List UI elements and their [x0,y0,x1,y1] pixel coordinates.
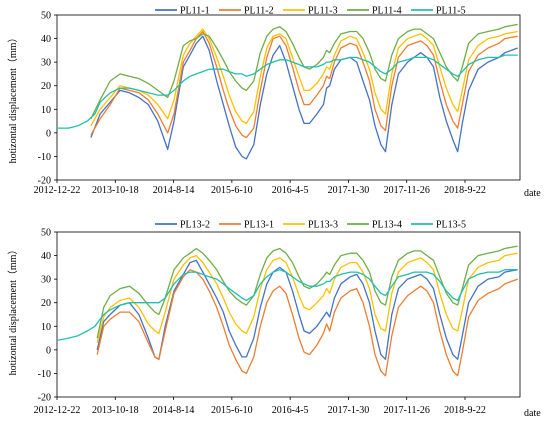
x-tick-label: 2015-6-10 [211,185,253,196]
y-tick-label: 20 [41,81,51,92]
chart-pl11: PL11-1 PL11-2 PL11-3 PL11-4 PL11-5 hotizonta… [7,6,541,200]
y-tick-label: 50 [41,228,51,239]
y-tick-label: -20 [38,393,51,404]
y-tick-label: 30 [41,275,51,286]
chart-pl13: PL13-2 PL13-1 PL13-3 PL13-4 PL13-5 hotizonta… [7,220,541,420]
series-line-pl13-2 [96,259,518,360]
y-tick-label: 30 [41,58,51,69]
chart-pl11-y-axis-title: hotizontal displacement（mm） [7,33,19,164]
y-tick-label: -20 [38,176,51,187]
legend-label-pl11-3: PL11-3 [308,6,338,17]
x-tick-label: 2016-4-5 [272,185,309,196]
x-tick-label: 2018-9-22 [444,405,486,416]
legend-label-pl11-1: PL11-1 [180,6,210,17]
series-line-pl11-1 [90,35,518,160]
series-line-pl13-1 [96,269,518,377]
legend-label-pl13-1: PL13-1 [244,220,274,231]
y-tick-label: 0 [46,345,51,356]
legend-label-pl11-2: PL11-2 [244,6,274,17]
legend-label-pl13-3: PL13-3 [308,220,338,231]
y-tick-label: -10 [38,152,51,163]
legend-label-pl11-4: PL11-4 [372,6,402,17]
series-line-pl13-3 [96,252,518,343]
y-tick-label: 20 [41,298,51,309]
series-line-pl13-4 [96,245,518,339]
chart-pl11-plot-area: -20 -10 0 10 20 30 40 50 2012-12-22 2013-10-18 201… [34,11,521,196]
plot-frame [56,14,521,181]
plot-frame [56,231,521,398]
x-tick-label: 2012-12-22 [34,405,81,416]
chart-pl13-y-axis-title: hotizontal displacement（mm） [7,245,19,376]
legend-label-pl13-5: PL13-5 [436,220,466,231]
chart-pl13-x-axis-title: date [524,408,541,419]
chart-pl11-legend: PL11-1 PL11-2 PL11-3 PL11-4 PL11-5 [155,6,466,17]
chart-pl13-legend: PL13-2 PL13-1 PL13-3 PL13-4 PL13-5 [155,220,466,231]
y-tick-label: 0 [46,128,51,139]
series-line-pl11-2 [90,30,518,139]
x-tick-label: 2017-11-26 [384,405,430,416]
x-tick-label: 2018-9-22 [444,185,486,196]
y-tick-label: 10 [41,322,51,333]
legend-label-pl13-2: PL13-2 [180,220,210,231]
y-tick-label: 40 [41,34,51,45]
x-tick-label: 2012-12-22 [34,185,81,196]
x-tick-label: 2014-8-14 [153,185,195,196]
x-tick-label: 2017-11-26 [384,185,430,196]
x-tick-label: 2013-10-18 [92,405,139,416]
y-tick-label: 50 [41,11,51,22]
x-tick-label: 2017-1-30 [328,185,370,196]
y-tick-label: -10 [38,369,51,380]
series-line-pl11-5 [57,54,518,129]
chart-pl13-plot-area: -20 -10 0 10 20 30 40 50 2012-12-22 2013-10-18 201… [34,228,521,416]
x-tick-label: 2014-8-14 [153,405,195,416]
x-tick-label: 2013-10-18 [92,185,139,196]
chart-pl11-x-axis-title: date [524,188,541,199]
x-tick-label: 2016-4-5 [272,405,309,416]
legend-label-pl13-4: PL13-4 [372,220,402,231]
legend-label-pl11-5: PL11-5 [436,6,466,17]
x-tick-label: 2017-1-30 [328,405,370,416]
y-tick-label: 40 [41,251,51,262]
x-tick-label: 2015-6-10 [211,405,253,416]
series-line-pl13-5 [56,269,518,342]
y-tick-label: 10 [41,105,51,116]
